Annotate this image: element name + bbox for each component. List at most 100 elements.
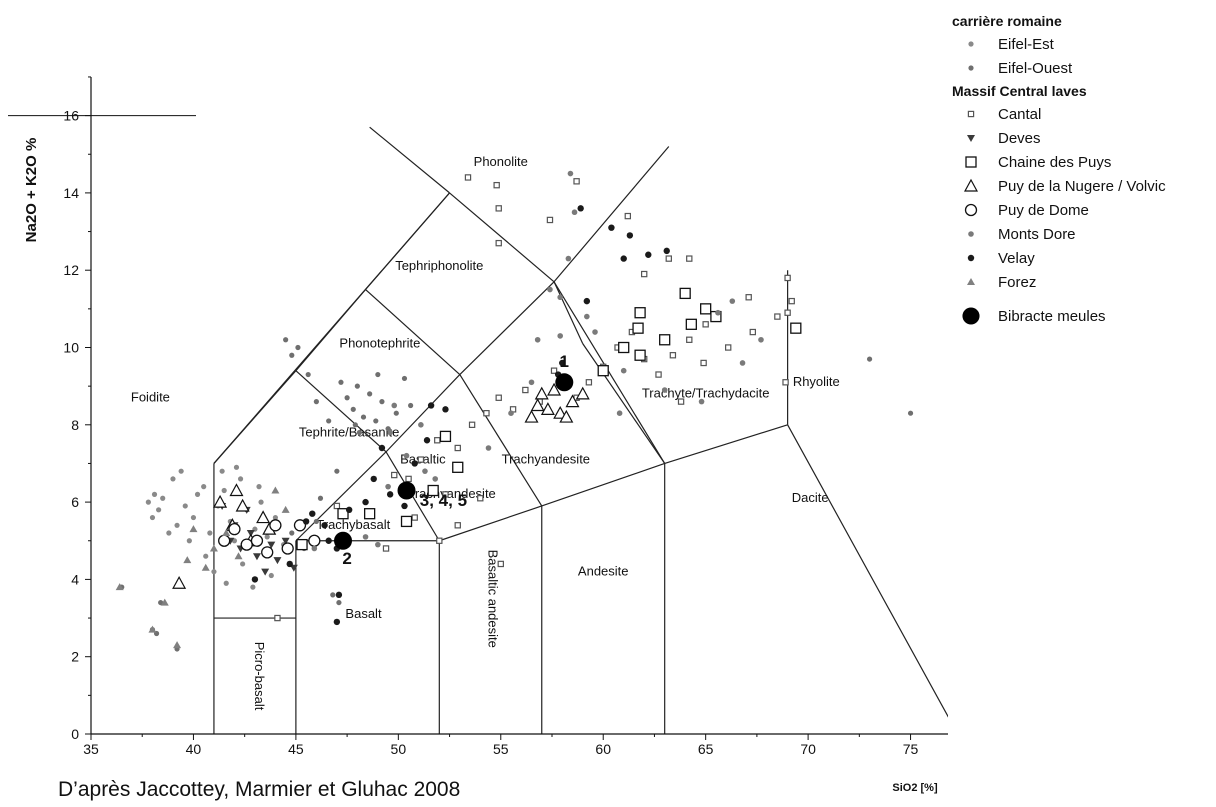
field-label: Picro-basalt bbox=[252, 642, 267, 711]
legend-symbol-graphic bbox=[965, 156, 977, 168]
legend-symbol bbox=[958, 202, 984, 218]
data-point bbox=[160, 495, 166, 501]
data-point bbox=[495, 239, 502, 247]
data-point bbox=[379, 399, 385, 405]
field-boundary bbox=[213, 370, 297, 464]
data-point bbox=[452, 461, 464, 473]
sample-annotations: 1 2 3, 4, 5 bbox=[342, 352, 569, 568]
data-point bbox=[213, 494, 228, 508]
data-point bbox=[573, 178, 580, 185]
legend-symbol-graphic bbox=[964, 203, 978, 217]
legend-symbol bbox=[958, 250, 984, 266]
data-point bbox=[273, 557, 282, 565]
data-point bbox=[261, 568, 270, 576]
data-point bbox=[686, 255, 693, 262]
data-point bbox=[334, 468, 340, 474]
data-point bbox=[686, 336, 693, 343]
data-point bbox=[634, 349, 646, 361]
data-point bbox=[115, 583, 124, 591]
series-puy-de-dome bbox=[218, 519, 321, 559]
data-point bbox=[283, 337, 289, 343]
data-point bbox=[592, 329, 598, 335]
data-point bbox=[326, 418, 332, 424]
legend-marker bbox=[967, 278, 975, 285]
field-label: Trachyandesite bbox=[502, 451, 590, 466]
data-point bbox=[264, 534, 270, 540]
data-point bbox=[367, 391, 373, 397]
data-point bbox=[391, 471, 398, 479]
data-point bbox=[866, 356, 873, 362]
x-tick-label: 50 bbox=[391, 741, 407, 757]
legend-item: Chaine des Puys bbox=[952, 150, 1212, 174]
legend-symbol bbox=[958, 307, 984, 325]
data-point bbox=[289, 564, 298, 572]
legend-symbol-graphic bbox=[968, 41, 974, 47]
data-point bbox=[336, 599, 342, 606]
data-point bbox=[659, 334, 671, 346]
data-point bbox=[286, 560, 293, 568]
legend-marker bbox=[968, 41, 974, 47]
series-eifel-est bbox=[145, 464, 287, 590]
data-point bbox=[296, 538, 308, 551]
data-point bbox=[397, 481, 416, 500]
data-point bbox=[745, 294, 752, 301]
data-point bbox=[218, 534, 231, 547]
legend-item: Monts Dore bbox=[952, 222, 1212, 246]
data-point bbox=[528, 379, 535, 386]
field-boundary bbox=[295, 370, 387, 453]
data-point bbox=[272, 514, 278, 521]
data-point bbox=[203, 553, 209, 559]
data-point bbox=[172, 576, 187, 589]
data-point bbox=[403, 452, 410, 459]
field-label: Dacite bbox=[792, 490, 829, 505]
legend-marker bbox=[963, 178, 979, 192]
legend-group-title-massif: Massif Central laves bbox=[952, 83, 1087, 99]
field-label: Trachyte/Trachydacite bbox=[642, 386, 770, 401]
data-point bbox=[907, 410, 914, 416]
data-point bbox=[624, 212, 632, 220]
data-point bbox=[274, 614, 281, 622]
data-point bbox=[546, 216, 554, 224]
legend-symbol bbox=[958, 130, 984, 146]
data-point bbox=[597, 365, 609, 377]
field-boundary bbox=[365, 289, 461, 376]
data-point bbox=[401, 375, 408, 382]
data-point bbox=[405, 475, 412, 483]
data-point bbox=[640, 270, 648, 278]
data-point bbox=[356, 429, 363, 436]
data-point bbox=[373, 418, 379, 424]
data-point bbox=[626, 232, 634, 239]
legend-item: Eifel-Ouest bbox=[952, 56, 1212, 80]
data-point bbox=[251, 576, 259, 583]
x-tick-label: 75 bbox=[903, 741, 919, 757]
legend-label: Eifel-Ouest bbox=[998, 59, 1073, 77]
data-point bbox=[585, 379, 593, 386]
legend-symbol bbox=[958, 226, 984, 242]
y-tick-label: 4 bbox=[71, 571, 79, 587]
data-point bbox=[337, 508, 349, 520]
data-point bbox=[330, 592, 336, 598]
data-point bbox=[729, 298, 736, 304]
data-point bbox=[293, 519, 307, 532]
x-tick-label: 40 bbox=[186, 741, 202, 757]
legend-symbol-graphic bbox=[968, 65, 974, 71]
data-point bbox=[313, 518, 319, 525]
legend-symbol-graphic bbox=[968, 231, 974, 237]
data-point bbox=[269, 519, 282, 532]
data-point bbox=[663, 247, 670, 255]
legend-item: Velay bbox=[952, 246, 1212, 270]
data-point bbox=[434, 437, 441, 444]
data-point bbox=[173, 641, 182, 649]
data-point bbox=[194, 491, 201, 497]
y-tick-label: 14 bbox=[63, 185, 79, 201]
data-point bbox=[620, 255, 627, 262]
data-point bbox=[557, 333, 563, 339]
legend-label: Chaine des Puys bbox=[998, 153, 1112, 171]
data-point bbox=[382, 545, 390, 552]
data-point bbox=[427, 402, 435, 409]
field-boundary bbox=[385, 374, 461, 453]
data-point bbox=[378, 444, 386, 452]
series-bibracte-meules bbox=[334, 373, 574, 550]
field-label: Andesite bbox=[578, 564, 629, 579]
data-point bbox=[302, 518, 310, 525]
